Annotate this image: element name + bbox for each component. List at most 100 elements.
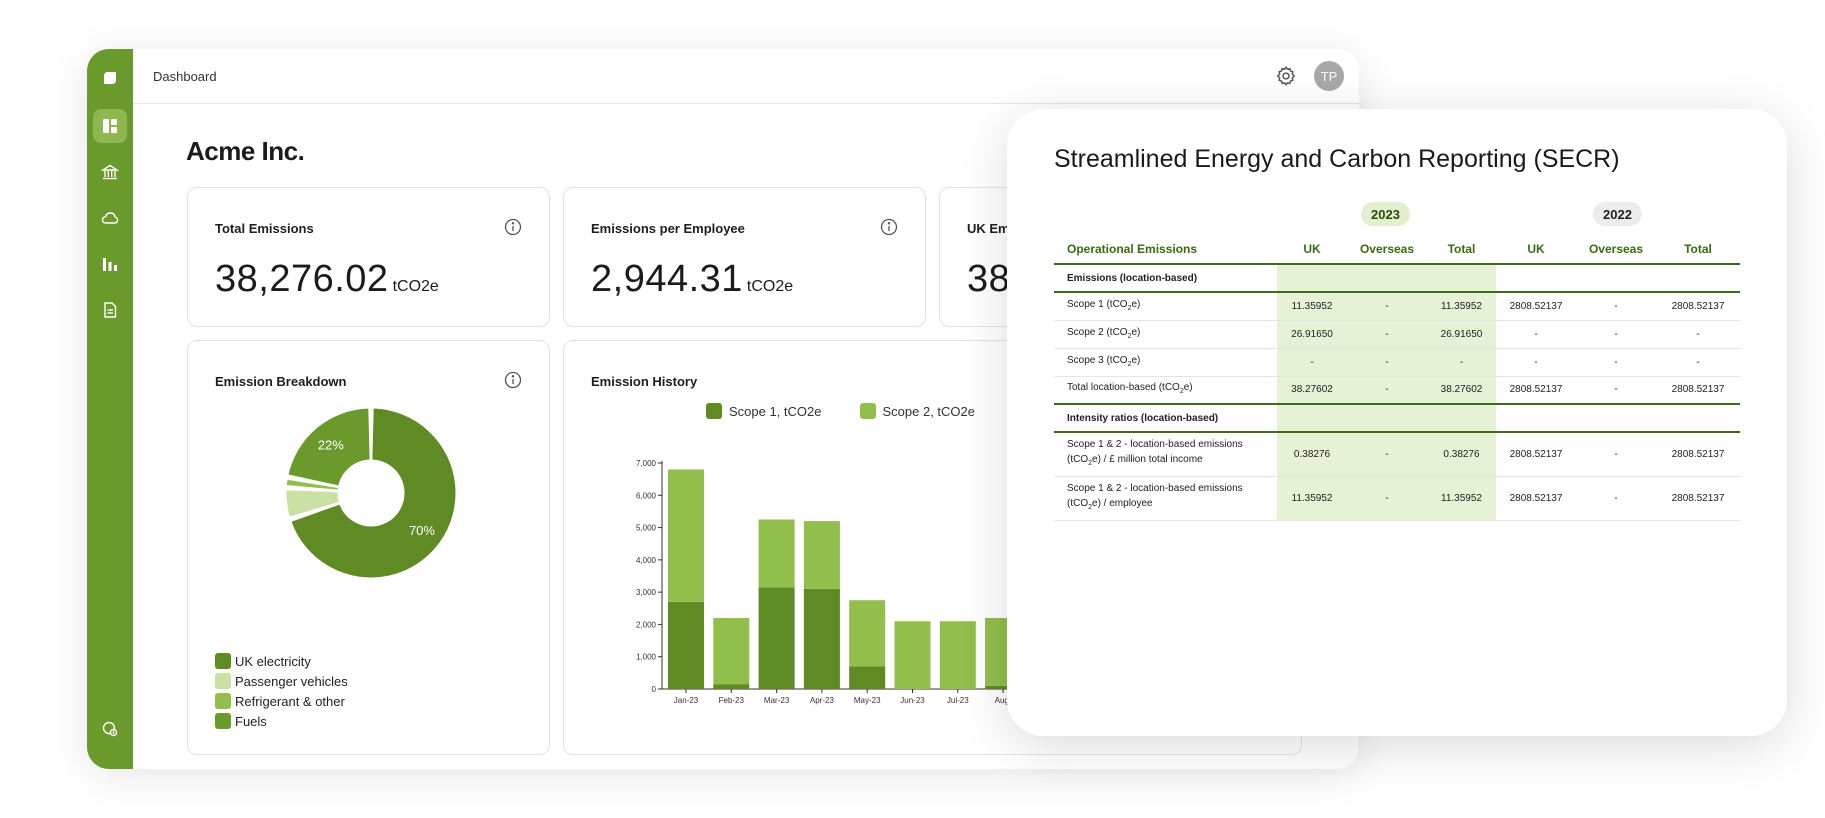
document-icon[interactable] xyxy=(93,293,127,327)
table-cell: 26.91650 xyxy=(1277,320,1347,349)
table-cell xyxy=(1277,403,1347,433)
donut-slice xyxy=(290,407,457,579)
table-header-row: Operational Emissions UK Overseas Total … xyxy=(1054,234,1740,265)
table-cell: - xyxy=(1347,376,1427,405)
top-bar: Dashboard TP xyxy=(133,49,1359,104)
y-tick-label: 3,000 xyxy=(636,588,657,597)
table-cell xyxy=(1656,264,1740,293)
table-cell: - xyxy=(1656,320,1740,349)
table-cell: - xyxy=(1576,376,1656,405)
history-legend: Scope 1, tCO2e Scope 2, tCO2e xyxy=(706,403,975,419)
table-cell xyxy=(1496,403,1576,433)
label-text: (tCO xyxy=(1067,454,1089,466)
table-cell: 38.27602 xyxy=(1277,376,1347,405)
legend-item[interactable]: Scope 2, tCO2e xyxy=(859,403,976,419)
row-label: Scope 1 & 2 - location-based emissions (t… xyxy=(1054,476,1277,521)
logo-icon[interactable] xyxy=(93,61,127,95)
column-header: Total xyxy=(1656,234,1740,265)
table-cell: 11.35952 xyxy=(1277,476,1347,521)
legend-label: Scope 2, tCO2e xyxy=(882,403,976,419)
bar-scope1 xyxy=(668,601,704,689)
legend-label: UK electricity xyxy=(235,653,311,669)
table-row: Total location-based (tCO2e) 38.27602 - … xyxy=(1054,376,1740,405)
x-tick-label: Jan-23 xyxy=(674,696,699,705)
gear-icon[interactable] xyxy=(1275,65,1297,87)
table-cell: 11.35952 xyxy=(1427,292,1496,321)
sidebar xyxy=(87,49,133,769)
stacked-bar-chart: 0 1,000 2,000 3,000 4,000 5,000 6,000 7,000 Jan-… xyxy=(636,459,1303,705)
bar-scope2 xyxy=(668,469,704,602)
card-title: Emissions per Employee xyxy=(591,221,745,236)
donut-slice xyxy=(285,478,340,491)
table-cell: - xyxy=(1427,348,1496,377)
y-tick-label: 2,000 xyxy=(636,620,657,629)
breadcrumb[interactable]: Dashboard xyxy=(153,69,217,84)
row-label: Scope 1 & 2 - location-based emissions (t… xyxy=(1054,432,1277,477)
info-icon[interactable] xyxy=(504,371,522,389)
table-cell: - xyxy=(1576,320,1656,349)
emissions-per-employee-card: Emissions per Employee 2,944.31 tCO2e xyxy=(563,187,926,327)
table-cell: - xyxy=(1347,476,1427,521)
table-cell: - xyxy=(1576,476,1656,521)
y-tick-label: 4,000 xyxy=(636,556,657,565)
table-row: Scope 1 (tCO2e) 11.35952 - 11.35952 2808… xyxy=(1054,292,1740,321)
donut-chart: 70% 22% xyxy=(285,407,457,579)
column-header: UK xyxy=(1277,234,1347,265)
page-title: Acme Inc. xyxy=(186,136,305,166)
legend-swatch xyxy=(215,713,231,729)
secr-title: Streamlined Energy and Carbon Reporting … xyxy=(1054,145,1620,173)
table-cell: 2808.52137 xyxy=(1656,376,1740,405)
x-tick-label: Apr-23 xyxy=(810,696,835,705)
bar-scope2 xyxy=(894,621,931,689)
legend-label: Refrigerant & other xyxy=(235,693,345,709)
emission-breakdown-card: Emission Breakdown 70% 22% UK electricity… xyxy=(187,340,550,755)
metric-value: 38 xyxy=(967,258,1011,300)
table-cell: 11.35952 xyxy=(1427,476,1496,521)
table-cell xyxy=(1347,264,1427,293)
cloud-icon[interactable] xyxy=(93,201,127,235)
legend-item[interactable]: Scope 1, tCO2e xyxy=(706,403,822,419)
donut-slice xyxy=(287,407,371,487)
y-tick-label: 5,000 xyxy=(636,524,657,533)
x-tick-label: Aug- xyxy=(995,696,1012,705)
table-cell: 2808.52137 xyxy=(1496,292,1576,321)
info-icon[interactable] xyxy=(504,218,522,236)
table-cell: - xyxy=(1347,348,1427,377)
table-row: Scope 1 & 2 - location-based emissions (t… xyxy=(1054,432,1740,477)
bar-scope2 xyxy=(849,600,886,667)
metric-unit: tCO2e xyxy=(746,278,794,295)
label-subscript: 2 xyxy=(1127,332,1132,340)
legend-label: Passenger vehicles xyxy=(235,673,348,689)
table-cell: - xyxy=(1576,432,1656,477)
help-icon[interactable] xyxy=(93,712,127,746)
card-title: Emission History xyxy=(591,374,698,389)
bank-icon[interactable] xyxy=(93,155,127,189)
metric-value: 2,944.31 tCO2e xyxy=(591,258,793,301)
table-cell: 2808.52137 xyxy=(1656,432,1740,477)
y-tick-label: 6,000 xyxy=(636,491,657,500)
label-subscript: 2 xyxy=(1127,360,1132,368)
bar-scope2 xyxy=(758,519,795,588)
legend-item: Passenger vehicles xyxy=(215,671,348,691)
table-row: Scope 2 (tCO2e) 26.91650 - 26.91650 - - … xyxy=(1054,320,1740,349)
table-cell: 0.38276 xyxy=(1427,432,1496,477)
label-text: (tCO xyxy=(1067,498,1089,509)
legend-item: UK electricity xyxy=(215,651,348,671)
row-label: Scope 1 (tCO2e) xyxy=(1054,292,1277,321)
label-text: e) xyxy=(1131,298,1141,310)
column-header: Overseas xyxy=(1576,234,1656,265)
dashboard-icon[interactable] xyxy=(93,109,127,143)
legend-swatch xyxy=(706,403,722,419)
bar-scope1 xyxy=(803,588,840,689)
row-label: Total location-based (tCO2e) xyxy=(1054,376,1277,405)
info-icon[interactable] xyxy=(880,218,898,236)
breakdown-legend: UK electricity Passenger vehicles Refrig… xyxy=(215,651,348,731)
donut-slice xyxy=(285,489,340,518)
table-cell: 0.38276 xyxy=(1277,432,1347,477)
x-tick-label: Mar-23 xyxy=(764,696,790,705)
avatar[interactable]: TP xyxy=(1314,61,1344,91)
reports-icon[interactable] xyxy=(93,247,127,281)
label-line: Scope 1 & 2 - location-based emissions xyxy=(1067,483,1243,494)
label-subscript: 2 xyxy=(1088,504,1093,511)
table-cell: 2808.52137 xyxy=(1496,476,1576,521)
